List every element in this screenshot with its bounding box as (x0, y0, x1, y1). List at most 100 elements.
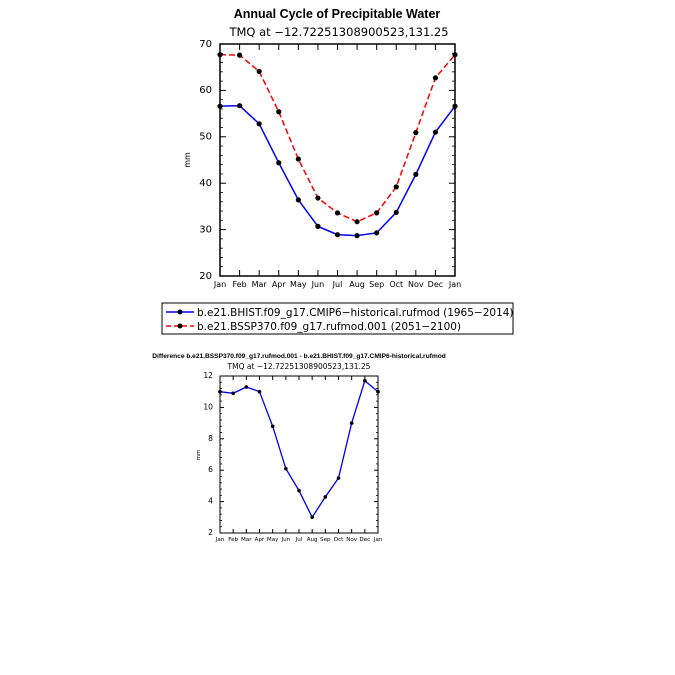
chart1-subtitle: TMQ at −12.72251308900523,131.25 (228, 25, 448, 39)
chart1-xtick-label: Jun (311, 280, 325, 289)
chart2-series (218, 378, 380, 520)
chart1-legend: b.e21.BHIST.f09_g17.CMIP6−historical.ruf… (161, 302, 514, 335)
chart-annual-cycle: Annual Cycle of Precipitable Water TMQ a… (183, 7, 461, 289)
chart2-xtick-label: Oct (334, 537, 344, 543)
chart2-title: Difference b.e21.BSSP370.f09_g17.rufmod.… (152, 353, 446, 360)
chart2-ylabel: mm (196, 450, 202, 461)
chart1-series-line-0 (219, 104, 456, 237)
chart1-xtick-label: Dec (428, 280, 443, 289)
chart2-series-line-0 (219, 379, 379, 519)
chart1-series-line-1 (219, 53, 456, 223)
chart2-xtick-label: Jan (215, 537, 225, 543)
chart2-xtick-label: Jun (280, 537, 290, 543)
legend-marker-ssp370 (177, 323, 183, 329)
chart1-series-0-point (413, 171, 419, 177)
legend-label-ssp370: b.e21.BSSP370.f09_g17.rufmod.001 (2051−2… (197, 321, 461, 333)
chart2-xtick-label: May (267, 537, 279, 543)
chart1-xtick-label: Jan (213, 280, 226, 289)
chart2-series-0-point (231, 391, 235, 396)
chart1-series-0-point (452, 103, 458, 109)
chart1-series-0-point (334, 232, 341, 238)
chart1-xtick-label: Sep (369, 280, 384, 289)
chart2-xtick-label: Nov (346, 537, 358, 543)
chart1-series-1-point (413, 130, 419, 136)
chart2-series-0-point (363, 378, 367, 383)
chart2-ytick-label: 8 (208, 434, 213, 443)
chart1-plot-frame (219, 43, 456, 277)
chart1-series-0-point (236, 103, 243, 109)
chart1-series-0-point (393, 209, 399, 216)
chart2-plot-frame (219, 375, 379, 534)
chart1-series-1-point (354, 219, 360, 225)
chart1-series-1-point (315, 195, 321, 201)
chart2-ytick-label: 12 (203, 371, 213, 380)
chart1-xtick-label: Oct (389, 280, 403, 289)
chart2-series-0-point (270, 424, 275, 429)
chart2-series-0-point (257, 389, 262, 394)
chart2-ytick-label: 2 (208, 528, 213, 537)
chart1-series-1-point (236, 52, 243, 58)
chart1-series-0-point (256, 121, 262, 127)
chart1-series-0-point (276, 160, 282, 166)
chart2-xtick-label: Apr (255, 537, 265, 543)
chart1-axes: Jan Feb Mar Apr May Jun Jul Aug Sep Oct Nov Dec Jan2… (199, 39, 461, 289)
chart2-xtick-label: Sep (320, 537, 331, 543)
chart1-xtick-label: Nov (408, 280, 424, 289)
chart1-xtick-label: Feb (232, 280, 246, 289)
chart2-xtick-label: Aug (307, 537, 318, 543)
chart1-series-1-point (334, 210, 341, 216)
chart1-xtick-label: Aug (349, 280, 365, 289)
chart1-ytick-label: 30 (199, 224, 212, 235)
chart1-ylabel: mm (183, 152, 192, 168)
chart1-series-1-point (374, 210, 380, 216)
chart1-ytick-label: 60 (199, 85, 212, 96)
chart2-series-0-point (244, 385, 249, 389)
chart1-series-0-point (217, 103, 223, 109)
legend-label-historical: b.e21.BHIST.f09_g17.CMIP6−historical.ruf… (197, 307, 514, 319)
chart1-title: Annual Cycle of Precipitable Water (234, 7, 441, 21)
chart2-series-0-point (376, 389, 380, 394)
chart2-subtitle: TMQ at −12.72251308900523,131.25 (227, 362, 371, 371)
chart1-xtick-label: Jul (332, 280, 343, 289)
chart-difference: Difference b.e21.BSSP370.f09_g17.rufmod.… (152, 353, 446, 543)
chart2-xtick-label: Jan (373, 537, 383, 543)
chart1-series-1-point (256, 68, 262, 74)
chart2-series-0-point (310, 515, 314, 520)
chart2-series-0-point (284, 466, 288, 471)
chart2-series-0-point (297, 488, 301, 493)
chart1-series-1-point (393, 184, 399, 190)
chart1-series (217, 52, 458, 239)
chart1-series-1-point (217, 52, 223, 58)
legend-box (161, 302, 514, 335)
chart2-ytick-label: 6 (208, 465, 213, 474)
chart1-series-0-point (315, 223, 321, 229)
chart2-ytick-label: 10 (203, 402, 213, 411)
chart2-ytick-label: 4 (208, 497, 213, 506)
chart1-series-1-point (295, 156, 301, 162)
chart2-xtick-label: Feb (228, 537, 238, 543)
chart1-ytick-label: 70 (199, 39, 212, 50)
chart2-xtick-label: Jul (295, 537, 303, 543)
chart1-series-1-point (276, 109, 282, 115)
chart1-series-1-point (452, 52, 458, 58)
chart1-xtick-label: Mar (252, 280, 268, 289)
chart1-xtick-label: Jan (448, 280, 461, 289)
chart1-ytick-label: 20 (199, 271, 212, 282)
legend-marker-historical (177, 309, 183, 315)
chart1-xtick-label: Apr (272, 280, 287, 289)
chart2-axes: Jan Feb Mar Apr May Jun Jul Aug Sep Oct Nov Dec Jan2… (203, 371, 382, 543)
chart2-xtick-label: Dec (359, 537, 370, 543)
chart1-series-0-point (354, 233, 360, 239)
chart1-series-0-point (374, 230, 380, 236)
chart1-xtick-label: May (290, 280, 307, 289)
chart1-ytick-label: 50 (199, 132, 212, 143)
chart2-series-0-point (323, 495, 328, 499)
chart2-xtick-label: Mar (241, 537, 252, 543)
chart1-ytick-label: 40 (199, 178, 212, 189)
chart1-series-0-point (432, 129, 439, 135)
chart2-series-0-point (349, 421, 354, 425)
chart2-series-0-point (218, 389, 222, 394)
chart1-series-0-point (295, 197, 301, 203)
chart2-series-0-point (336, 476, 341, 480)
